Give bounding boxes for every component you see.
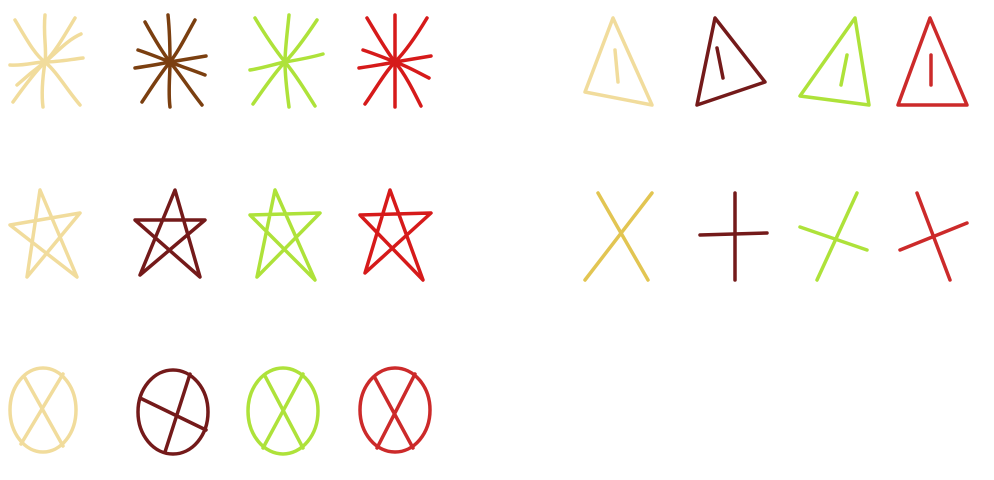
pentagram-icon <box>245 185 325 285</box>
crossed-oval-icon <box>130 360 210 460</box>
cross-icon <box>695 185 775 285</box>
asterisk-star-icon <box>5 10 85 110</box>
asterisk-star-icon <box>130 10 210 110</box>
crossed-oval-icon <box>5 360 85 460</box>
asterisk-star-icon <box>245 10 325 110</box>
pentagram-icon <box>355 185 435 285</box>
triangle-with-line-icon <box>895 10 975 110</box>
asterisk-star-icon <box>355 10 435 110</box>
crossed-oval-icon <box>355 360 435 460</box>
crossed-oval-icon <box>245 360 325 460</box>
triangle-with-line-icon <box>690 10 770 110</box>
pentagram-icon <box>5 185 85 285</box>
cross-icon <box>895 185 975 285</box>
cross-icon <box>580 185 660 285</box>
triangle-with-line-icon <box>580 10 660 110</box>
triangle-with-line-icon <box>795 10 875 110</box>
pentagram-icon <box>130 185 210 285</box>
cross-icon <box>795 185 875 285</box>
